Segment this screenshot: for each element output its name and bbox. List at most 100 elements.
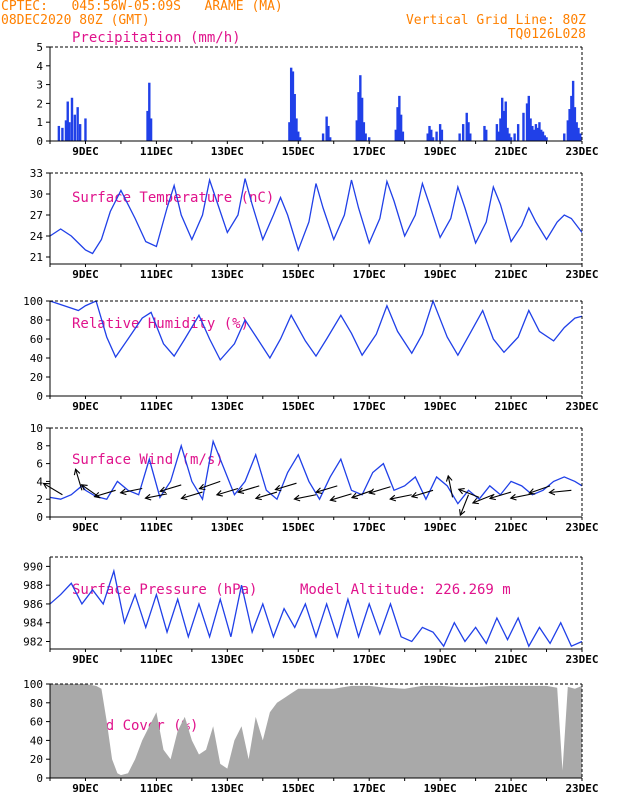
precip-bar (426, 133, 429, 141)
y-tick-label: 6 (36, 458, 43, 471)
y-tick-label: 988 (23, 579, 43, 592)
header-model-code: TQ0126L028 (507, 27, 586, 42)
precip-bar (325, 116, 328, 141)
panel-4: Surface Wind (m/s) 0 2 4 6 8 10 9DEC 11DEC 13DEC 1… (30, 422, 599, 534)
y-tick-label: 60 (30, 333, 43, 346)
y-tick-label: 80 (30, 314, 43, 327)
x-tick-label: 23DEC (565, 145, 598, 158)
y-tick-label: 4 (36, 475, 43, 488)
y-tick-label: 21 (30, 251, 43, 264)
x-tick-label: 21DEC (495, 145, 528, 158)
x-tick-label: 11DEC (140, 400, 173, 413)
y-tick-label: 4 (36, 60, 43, 73)
precip-bar (469, 133, 472, 141)
precip-bar (435, 131, 438, 141)
precip-bar (360, 97, 364, 141)
wind-arrow-head (80, 484, 88, 491)
precip-bar (288, 122, 291, 141)
wind-arrow (159, 484, 182, 494)
wind-arrow-head (198, 483, 206, 491)
precip-bar (398, 95, 401, 141)
wind-arrow (215, 487, 239, 497)
x-tick-label: 13DEC (211, 521, 244, 534)
x-tick-label: 17DEC (353, 653, 386, 666)
panel-title: Surface Temperature (nC) (72, 190, 274, 206)
wind-arrow (237, 485, 260, 494)
precip-bar (291, 71, 295, 141)
x-tick-label: 13DEC (211, 145, 244, 158)
precip-bar (541, 131, 545, 141)
series-line (49, 568, 583, 648)
wind-arrow-head (459, 509, 466, 517)
wind-arrow-head (350, 492, 358, 500)
wind-arrow-shaft (529, 485, 551, 494)
wind-arrow-head (293, 494, 301, 502)
x-tick-label: 23DEC (565, 400, 598, 413)
x-tick-label: 15DEC (282, 400, 315, 413)
precip-bar (513, 133, 516, 141)
wind-arrow-head (73, 468, 81, 476)
wind-arrow (198, 480, 221, 491)
precip-bar (525, 103, 529, 141)
x-tick-label: 11DEC (140, 653, 173, 666)
y-tick-label: 60 (30, 716, 43, 729)
y-tick-label: 0 (36, 135, 43, 148)
wind-arrow (509, 493, 533, 501)
precip-bar (508, 133, 511, 141)
x-tick-label: 9DEC (72, 782, 99, 795)
x-tick-label: 13DEC (211, 653, 244, 666)
x-tick-label: 23DEC (565, 782, 598, 795)
wind-arrow-shaft (275, 482, 297, 491)
wind-arrow-head (471, 497, 479, 505)
wind-arrow-head (410, 491, 418, 499)
wind-arrow-head (389, 494, 397, 502)
precip-bar (61, 127, 64, 141)
precip-bar (84, 118, 87, 141)
y-tick-label: 33 (30, 167, 43, 180)
precip-bar (497, 131, 500, 141)
wind-arrow (488, 491, 512, 501)
wind-arrow-shaft (316, 485, 338, 493)
y-tick-label: 982 (23, 635, 43, 648)
precip-bar (577, 127, 580, 141)
y-tick-label: 5 (36, 41, 43, 54)
x-tick-label: 13DEC (211, 782, 244, 795)
wind-arrow-head (274, 484, 282, 492)
x-tick-label: 21DEC (495, 653, 528, 666)
x-tick-label: 17DEC (353, 268, 386, 281)
precip-bar (64, 120, 68, 141)
series-line (49, 299, 583, 362)
wind-arrow (329, 493, 352, 502)
wind-arrow (548, 488, 572, 496)
x-tick-label: 9DEC (72, 521, 99, 534)
precip-bar (399, 114, 403, 141)
wind-arrow-shaft (199, 480, 221, 490)
precip-bar (362, 122, 366, 141)
precip-bar (368, 137, 371, 141)
wind-arrow-shaft (458, 488, 480, 498)
precip-bar (527, 95, 530, 141)
x-tick-label: 15DEC (282, 145, 315, 158)
x-tick-label: 17DEC (353, 145, 386, 158)
precip-bar (355, 120, 358, 141)
wind-arrow-shaft (472, 494, 494, 504)
wind-arrow-shaft (81, 484, 100, 498)
panel-1: Precipitation (mm/h) 0 1 2 3 4 5 9DEC 11DEC 13DEC… (36, 30, 598, 158)
precip-bar (545, 137, 548, 141)
x-tick-label: 17DEC (353, 521, 386, 534)
precip-bar (465, 112, 468, 141)
precip-bar (502, 110, 506, 141)
x-tick-label: 19DEC (424, 653, 457, 666)
precip-bar (483, 125, 486, 141)
x-tick-label: 13DEC (211, 268, 244, 281)
y-tick-label: 10 (30, 422, 43, 435)
y-tick-label: 984 (23, 617, 43, 630)
x-tick-label: 17DEC (353, 400, 386, 413)
panel-2: Surface Temperature (nC) 21 24 27 30 33 9DEC 11… (30, 167, 599, 281)
wind-arrow (410, 489, 434, 499)
x-tick-label: 15DEC (282, 521, 315, 534)
y-tick-label: 80 (30, 697, 43, 710)
precip-bar (509, 137, 513, 141)
wind-arrow (293, 494, 317, 502)
precip-bar (573, 107, 577, 141)
